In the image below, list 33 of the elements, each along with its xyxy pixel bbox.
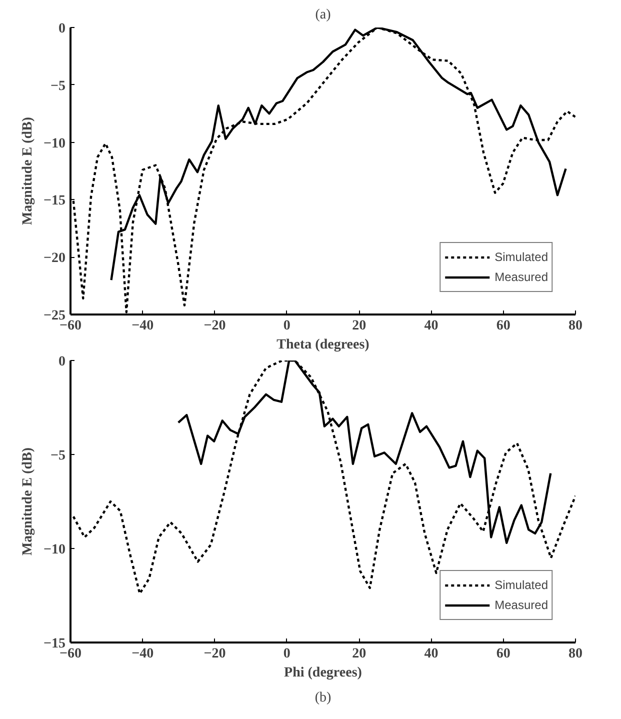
y-tick-label: 0 xyxy=(58,354,66,370)
x-tick-label: 20 xyxy=(352,646,366,662)
x-tick-label: 0 xyxy=(283,646,290,662)
x-tick-label: −20 xyxy=(204,646,226,662)
line-series xyxy=(72,28,576,314)
x-tick-label: 60 xyxy=(496,646,510,662)
x-tick-label: −40 xyxy=(132,318,154,334)
y-tick-label: −5 xyxy=(50,78,66,94)
x-tick-label: 20 xyxy=(352,318,366,334)
text: (b) xyxy=(314,690,332,706)
y-tick-label: −10 xyxy=(44,136,66,152)
x-tick-label: −40 xyxy=(132,646,154,662)
legend-label: Simulated xyxy=(494,578,548,592)
x-tick-label: 80 xyxy=(568,646,582,662)
y-tick-label: 0 xyxy=(58,22,66,36)
x-axis-title: Phi (degrees) xyxy=(284,666,362,680)
x-tick-label: 40 xyxy=(424,318,438,334)
y-axis-title: Magnitude E (dB) xyxy=(20,116,36,226)
y-tick-label: −15 xyxy=(44,194,66,209)
x-tick-label: 0 xyxy=(283,318,290,334)
y-axis-title: Magnitude E (dB) xyxy=(20,447,36,556)
y-tick-label: −20 xyxy=(44,251,66,266)
y-tick-label: −10 xyxy=(44,542,66,558)
y-tick-label: −5 xyxy=(50,448,66,464)
x-tick-label: −20 xyxy=(204,318,226,334)
legend-label: Measured xyxy=(494,270,548,284)
x-tick-label: 80 xyxy=(568,318,582,334)
x-tick-label: 60 xyxy=(496,318,510,334)
legend-label: Simulated xyxy=(494,250,548,264)
legend-label: Measured xyxy=(494,598,548,612)
x-tick-label: 40 xyxy=(424,646,438,662)
x-axis-title: Theta (degrees) xyxy=(276,338,370,352)
chart-title: (a) xyxy=(315,8,332,22)
